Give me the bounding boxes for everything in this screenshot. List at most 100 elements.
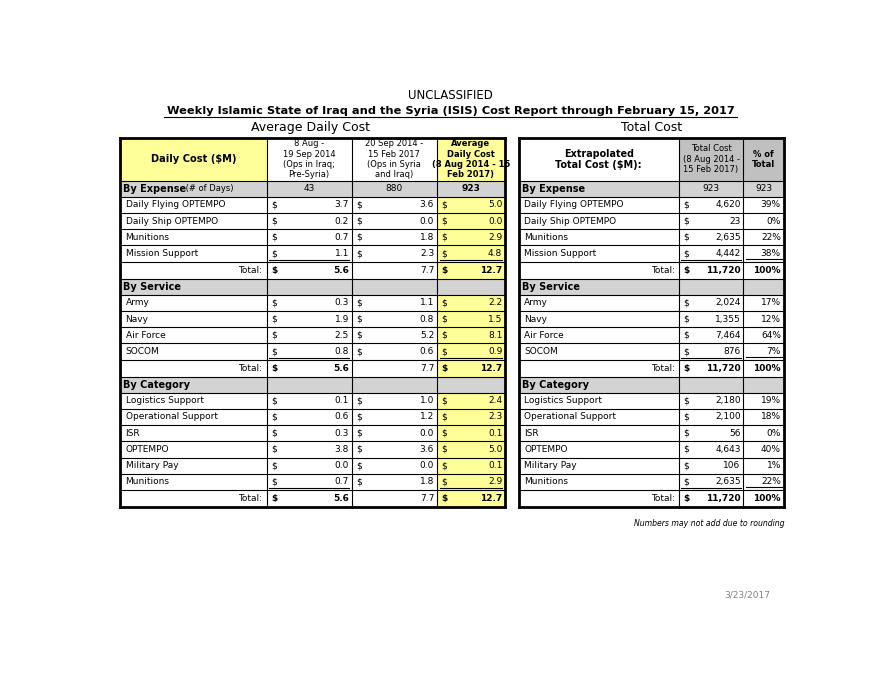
Bar bbox=[266, 441, 351, 458]
Bar bbox=[678, 279, 743, 294]
Text: Military Pay: Military Pay bbox=[126, 461, 178, 470]
Bar bbox=[436, 279, 504, 294]
Bar bbox=[266, 409, 351, 425]
Bar bbox=[436, 262, 504, 279]
Text: $: $ bbox=[683, 201, 688, 209]
Text: $: $ bbox=[683, 266, 689, 275]
Text: 0%: 0% bbox=[766, 428, 780, 438]
Bar bbox=[351, 294, 436, 311]
Bar bbox=[120, 343, 266, 360]
Bar bbox=[351, 458, 436, 474]
Text: 3.8: 3.8 bbox=[335, 445, 349, 454]
Bar bbox=[743, 294, 783, 311]
Bar bbox=[120, 441, 266, 458]
Bar bbox=[351, 425, 436, 441]
Text: $: $ bbox=[441, 330, 447, 340]
Text: $: $ bbox=[441, 428, 447, 438]
Bar bbox=[743, 343, 783, 360]
Text: Average
Daily Cost
(8 Aug 2014 - 15
Feb 2017): Average Daily Cost (8 Aug 2014 - 15 Feb … bbox=[431, 139, 509, 180]
Bar bbox=[678, 181, 743, 197]
Text: $: $ bbox=[683, 315, 688, 324]
Text: $: $ bbox=[271, 413, 277, 422]
Text: $: $ bbox=[441, 477, 447, 486]
Bar bbox=[120, 392, 266, 409]
Text: $: $ bbox=[441, 396, 447, 405]
Text: Total:: Total: bbox=[238, 494, 263, 503]
Bar bbox=[518, 181, 678, 197]
Text: $: $ bbox=[271, 461, 277, 470]
Text: 3.7: 3.7 bbox=[335, 201, 349, 209]
Bar bbox=[351, 327, 436, 343]
Bar bbox=[351, 490, 436, 507]
Bar bbox=[266, 360, 351, 377]
Text: 11,720: 11,720 bbox=[705, 364, 740, 373]
Bar bbox=[351, 229, 436, 245]
Text: 8.1: 8.1 bbox=[487, 330, 501, 340]
Bar bbox=[678, 311, 743, 327]
Bar bbox=[678, 229, 743, 245]
Text: 2.4: 2.4 bbox=[487, 396, 501, 405]
Text: 3/23/2017: 3/23/2017 bbox=[723, 590, 770, 599]
Bar bbox=[351, 392, 436, 409]
Text: 20 Sep 2014 -
15 Feb 2017
(Ops in Syria
and Iraq): 20 Sep 2014 - 15 Feb 2017 (Ops in Syria … bbox=[364, 139, 423, 180]
Bar bbox=[266, 490, 351, 507]
Bar bbox=[743, 197, 783, 213]
Text: 4,643: 4,643 bbox=[715, 445, 740, 454]
Bar bbox=[266, 137, 351, 181]
Bar bbox=[351, 311, 436, 327]
Bar bbox=[436, 425, 504, 441]
Text: By Category: By Category bbox=[522, 379, 588, 390]
Bar bbox=[351, 245, 436, 262]
Text: 7%: 7% bbox=[766, 347, 780, 356]
Bar bbox=[351, 474, 436, 490]
Bar bbox=[518, 245, 678, 262]
Text: Navy: Navy bbox=[523, 315, 546, 324]
Bar bbox=[743, 441, 783, 458]
Text: $: $ bbox=[441, 347, 447, 356]
Bar bbox=[120, 311, 266, 327]
Text: Munitions: Munitions bbox=[523, 477, 567, 486]
Bar bbox=[266, 213, 351, 229]
Bar bbox=[436, 377, 504, 392]
Bar bbox=[266, 327, 351, 343]
Text: 2.5: 2.5 bbox=[335, 330, 349, 340]
Text: $: $ bbox=[441, 315, 447, 324]
Text: $: $ bbox=[271, 233, 277, 242]
Text: Daily Cost ($M): Daily Cost ($M) bbox=[150, 154, 236, 165]
Bar bbox=[678, 343, 743, 360]
Bar bbox=[351, 377, 436, 392]
Text: 8 Aug -
19 Sep 2014
(Ops in Iraq;
Pre-Syria): 8 Aug - 19 Sep 2014 (Ops in Iraq; Pre-Sy… bbox=[283, 139, 335, 180]
Text: 1,355: 1,355 bbox=[714, 315, 740, 324]
Text: By Category: By Category bbox=[123, 379, 191, 390]
Bar bbox=[266, 181, 351, 197]
Text: $: $ bbox=[271, 201, 277, 209]
Bar bbox=[120, 377, 266, 392]
Bar bbox=[518, 137, 678, 181]
Text: 880: 880 bbox=[385, 184, 402, 193]
Bar bbox=[743, 360, 783, 377]
Text: $: $ bbox=[356, 445, 362, 454]
Text: 0.1: 0.1 bbox=[487, 461, 501, 470]
Bar bbox=[266, 262, 351, 279]
Text: $: $ bbox=[271, 217, 277, 226]
Bar bbox=[266, 245, 351, 262]
Text: 18%: 18% bbox=[759, 413, 780, 422]
Text: $: $ bbox=[356, 413, 362, 422]
Bar bbox=[266, 343, 351, 360]
Text: $: $ bbox=[356, 299, 362, 307]
Bar bbox=[743, 392, 783, 409]
Bar bbox=[518, 409, 678, 425]
Bar bbox=[266, 425, 351, 441]
Text: 64%: 64% bbox=[760, 330, 780, 340]
Text: 40%: 40% bbox=[760, 445, 780, 454]
Text: By Expense: By Expense bbox=[522, 184, 585, 194]
Text: 12.7: 12.7 bbox=[479, 266, 501, 275]
Bar bbox=[120, 360, 266, 377]
Bar bbox=[120, 474, 266, 490]
Bar bbox=[436, 311, 504, 327]
Text: 0.1: 0.1 bbox=[487, 428, 501, 438]
Bar bbox=[351, 137, 436, 181]
Text: $: $ bbox=[441, 364, 448, 373]
Text: Extrapolated
Total Cost ($M):: Extrapolated Total Cost ($M): bbox=[555, 148, 641, 170]
Text: Total:: Total: bbox=[238, 364, 263, 373]
